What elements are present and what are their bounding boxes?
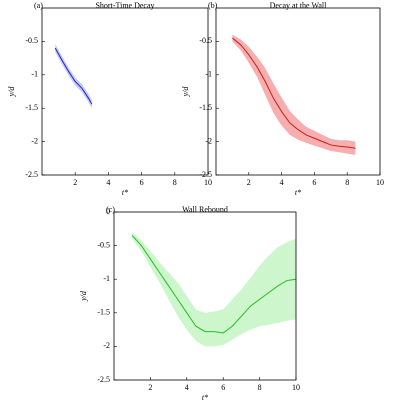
axes-frame	[215, 7, 381, 176]
x-tick-label: 6	[312, 178, 316, 187]
confidence-band	[132, 232, 296, 347]
y-tick-label: -1.5	[97, 308, 110, 317]
x-tick-label: 2	[247, 178, 251, 187]
y-tick-label: -2.5	[199, 170, 212, 179]
y-tick-label: -2	[31, 136, 38, 145]
x-tick-label: 8	[345, 178, 349, 187]
mean-line	[232, 37, 356, 149]
axes-frame	[41, 7, 209, 176]
y-tick-label: -1	[103, 274, 110, 283]
x-tick-label: 2	[148, 383, 152, 392]
y-tick-label: -1.5	[25, 103, 38, 112]
panel-title: Short-Time Decay	[95, 1, 154, 10]
panel-label: (b)	[208, 1, 218, 10]
x-tick-label: 10	[376, 178, 384, 187]
x-axis-label: t*	[202, 393, 208, 400]
axes-frame	[113, 211, 297, 381]
y-tick-label: -1.5	[199, 103, 212, 112]
x-tick-label: 8	[173, 178, 177, 187]
panel-label: (c)	[106, 205, 115, 214]
x-tick-label: 4	[280, 178, 284, 187]
panel-label: (a)	[34, 1, 43, 10]
y-tick-label: -2	[103, 341, 110, 350]
confidence-band	[55, 44, 92, 109]
y-tick-label: -2.5	[97, 375, 110, 384]
y-axis-label: y/d	[181, 86, 190, 98]
confidence-band	[232, 34, 356, 155]
y-tick-label: -0.5	[199, 36, 212, 45]
x-tick-label: 2	[73, 178, 77, 187]
y-tick-label: -1	[205, 70, 212, 79]
x-tick-label: 6	[221, 383, 225, 392]
panel-title: Wall Rebound	[182, 205, 228, 214]
mean-line	[131, 235, 297, 334]
x-tick-label: 10	[204, 178, 212, 187]
y-tick-label: -0.5	[25, 36, 38, 45]
y-tick-label: -2	[205, 136, 212, 145]
y-tick-label: -1	[31, 70, 38, 79]
y-axis-label: y/d	[79, 290, 88, 302]
x-tick-label: 8	[258, 383, 262, 392]
y-tick-label: -2.5	[25, 170, 38, 179]
panel-title: Decay at the Wall	[270, 1, 328, 10]
x-tick-label: 4	[106, 178, 110, 187]
y-axis-label: y/d	[7, 86, 16, 98]
mean-line	[54, 47, 93, 105]
y-tick-label: -0.5	[97, 240, 110, 249]
x-tick-label: 10	[292, 383, 300, 392]
y-tick-label: 0	[106, 207, 110, 216]
x-tick-label: 4	[185, 383, 189, 392]
x-axis-label: t*	[122, 188, 128, 197]
x-axis-label: t*	[295, 188, 301, 197]
x-tick-label: 6	[140, 178, 144, 187]
